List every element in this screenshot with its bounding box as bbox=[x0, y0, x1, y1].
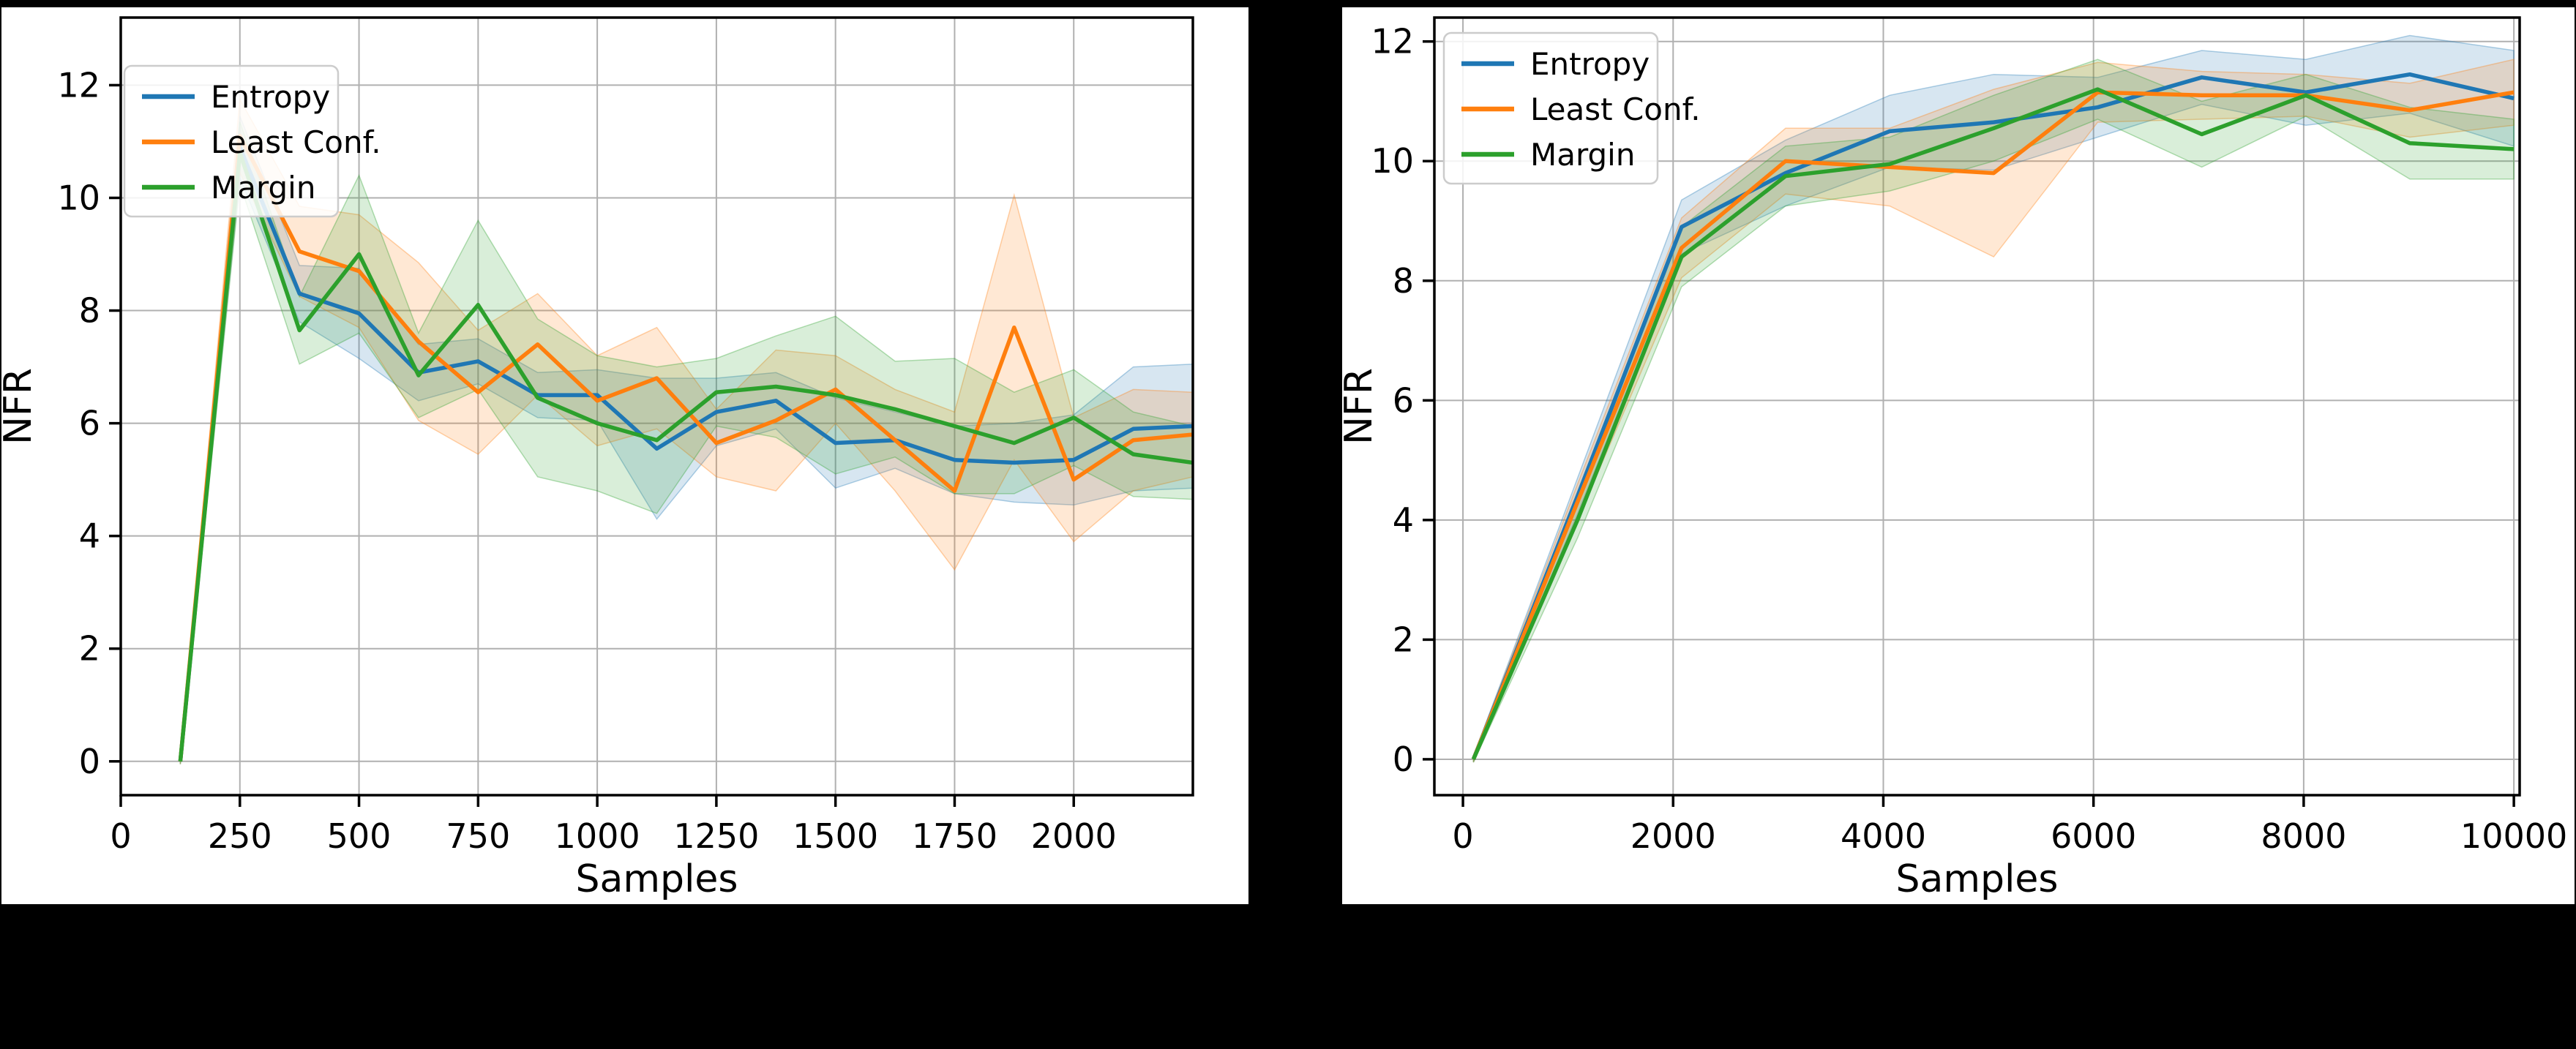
series-line-entropy bbox=[178, 145, 1193, 762]
x-tick-label-1250: 1250 bbox=[673, 816, 759, 856]
plot-area bbox=[1471, 34, 2515, 763]
y-tick-label-4: 4 bbox=[1393, 500, 1414, 540]
series-band-least-conf- bbox=[1472, 59, 2515, 763]
y-axis-title: NFR bbox=[1342, 368, 1381, 445]
y-axis-title: NFR bbox=[1, 368, 40, 445]
x-axis-title: Samples bbox=[1895, 857, 2058, 901]
series-line-margin bbox=[1471, 87, 2515, 760]
y-tick-label-12: 12 bbox=[1371, 22, 1414, 61]
series-line-margin bbox=[178, 151, 1193, 762]
plot-area bbox=[178, 97, 1193, 764]
x-tick-label-500: 500 bbox=[327, 816, 392, 856]
y-tick-label-12: 12 bbox=[57, 65, 100, 105]
x-tick-label-1500: 1500 bbox=[793, 816, 878, 856]
x-tick-label-6000: 6000 bbox=[2051, 816, 2136, 856]
y-tick-label-6: 6 bbox=[79, 404, 100, 443]
legend-entry-label: Margin bbox=[211, 170, 315, 206]
axes-spines bbox=[1433, 16, 2521, 797]
y-tick-label-8: 8 bbox=[79, 291, 100, 331]
x-tick-label-1750: 1750 bbox=[912, 816, 997, 856]
series-line-entropy bbox=[1471, 72, 2515, 760]
x-tick-label-250: 250 bbox=[208, 816, 272, 856]
legend-box: Entropy Least Conf. Margin bbox=[123, 64, 381, 218]
y-tick-label-10: 10 bbox=[1371, 141, 1414, 181]
y-tick-label-0: 0 bbox=[79, 742, 100, 781]
y-tick-label-6: 6 bbox=[1393, 380, 1414, 420]
axes-spines bbox=[119, 16, 1194, 797]
x-tick-label-0: 0 bbox=[1452, 816, 1473, 856]
x-tick-label-1000: 1000 bbox=[555, 816, 640, 856]
legend-entry-label: Least Conf. bbox=[1530, 91, 1701, 127]
legend-entry-label: Margin bbox=[1530, 137, 1635, 173]
chart-svg-right: 0 2000 4000 6000 8000 10000 0 2 4 6 8 10 12 Samples NF… bbox=[1342, 16, 2567, 901]
chart-panel-left: 0 250 500 750 1000 1250 1500 1750 2000 0 2 4 6 8 10 12 S… bbox=[1, 7, 1248, 904]
y-tick-label-8: 8 bbox=[1393, 261, 1414, 301]
x-tick-label-2000: 2000 bbox=[1630, 816, 1716, 856]
series-band-margin bbox=[1472, 59, 2515, 763]
y-tick-label-2: 2 bbox=[79, 629, 100, 669]
legend-entry-label: Least Conf. bbox=[211, 124, 381, 160]
chart-svg-left: 0 250 500 750 1000 1250 1500 1750 2000 0 2 4 6 8 10 12 S… bbox=[1, 16, 1194, 901]
chart-panel-right: 0 2000 4000 6000 8000 10000 0 2 4 6 8 10 12 Samples NF… bbox=[1342, 7, 2575, 904]
x-tick-label-4000: 4000 bbox=[1841, 816, 1926, 856]
y-tick-label-10: 10 bbox=[57, 178, 100, 217]
series-line-least-conf- bbox=[1471, 90, 2515, 760]
x-tick-label-0: 0 bbox=[110, 816, 131, 856]
legend-entry-label: Entropy bbox=[1530, 46, 1650, 82]
legend-box: Entropy Least Conf. Margin bbox=[1442, 31, 1701, 185]
x-tick-label-2000: 2000 bbox=[1031, 816, 1117, 856]
y-tick-label-2: 2 bbox=[1393, 620, 1414, 659]
y-tick-label-4: 4 bbox=[79, 516, 100, 556]
legend-frame bbox=[123, 64, 340, 218]
legend-entry-label: Entropy bbox=[211, 79, 330, 115]
x-axis-title: Samples bbox=[575, 857, 738, 901]
series-band-entropy bbox=[179, 116, 1193, 764]
x-tick-label-10000: 10000 bbox=[2460, 816, 2567, 856]
series-band-margin bbox=[179, 121, 1193, 764]
x-tick-label-8000: 8000 bbox=[2261, 816, 2346, 856]
x-tick-label-750: 750 bbox=[446, 816, 510, 856]
legend-frame bbox=[1442, 31, 1659, 185]
y-tick-label-0: 0 bbox=[1393, 740, 1414, 779]
